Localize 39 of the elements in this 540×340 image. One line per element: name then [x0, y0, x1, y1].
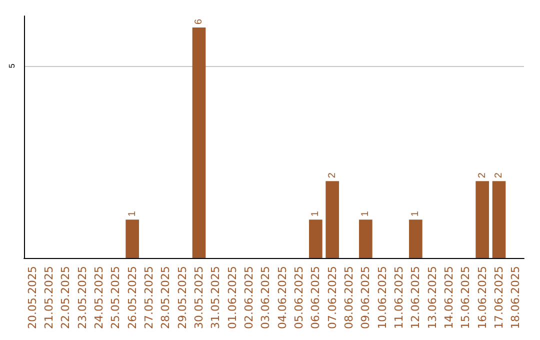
data-label: 6 — [194, 18, 204, 25]
x-tick-label: 03.06.2025 — [259, 266, 272, 330]
x-tick-label: 29.05.2025 — [176, 266, 189, 330]
x-tick-label: 17.06.2025 — [492, 266, 506, 330]
data-label: 1 — [310, 210, 322, 217]
x-tick-label: 22.05.2025 — [59, 266, 72, 330]
x-tick-label: 28.05.2025 — [159, 266, 172, 330]
x-tick-label: 16.06.2025 — [476, 266, 489, 330]
data-label: 1 — [410, 210, 422, 217]
x-tick-label: 12.06.2025 — [409, 266, 422, 330]
data-label: 1 — [360, 210, 372, 217]
x-tick-label: 08.06.2025 — [342, 266, 356, 330]
x-tick-label: 14.06.2025 — [442, 266, 456, 330]
x-tick-label: 11.06.2025 — [392, 266, 406, 330]
x-tick-label: 18.06.2025 — [509, 266, 522, 330]
x-tick-label: 10.06.2025 — [376, 266, 389, 330]
x-tick-label: 21.05.2025 — [42, 266, 56, 330]
x-tick-label: 06.06.2025 — [309, 266, 322, 330]
x-tick-label: 24.05.2025 — [92, 266, 106, 330]
x-tick-label: 15.06.2025 — [459, 266, 472, 330]
x-tick-label: 05.06.2025 — [292, 266, 306, 330]
x-tick-label: 27.05.2025 — [142, 266, 156, 330]
x-tick-label: 26.05.2025 — [126, 266, 139, 330]
x-tick-label: 23.05.2025 — [76, 266, 89, 330]
x-tick-label: 13.06.2025 — [426, 266, 439, 330]
y-tick-label: 5 — [8, 63, 16, 68]
x-tick-label: 20.05.2025 — [26, 266, 39, 330]
x-tick-label: 07.06.2025 — [326, 266, 339, 330]
data-label: 2 — [494, 172, 504, 178]
data-label: 2 — [476, 172, 488, 178]
x-tick-label: 01.06.2025 — [226, 266, 239, 330]
x-tick-label: 30.05.2025 — [192, 266, 206, 330]
data-label: 2 — [326, 172, 338, 178]
x-tick-label: 09.06.2025 — [359, 266, 372, 330]
data-label: 1 — [126, 210, 138, 217]
x-tick-label: 31.05.2025 — [209, 266, 222, 330]
x-tick-label: 25.05.2025 — [109, 266, 122, 330]
x-tick-label: 04.06.2025 — [276, 266, 289, 330]
x-tick-label: 02.06.2025 — [242, 266, 256, 330]
